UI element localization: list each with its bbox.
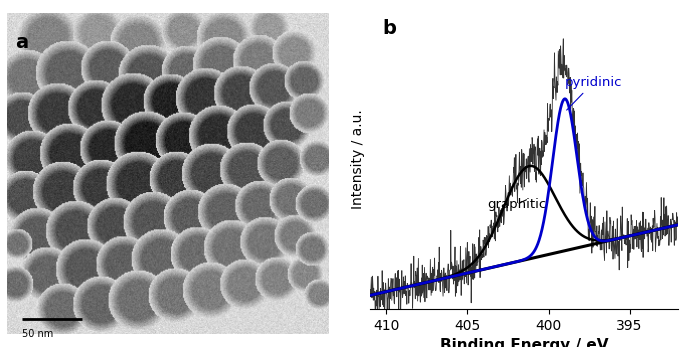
Text: graphitic: graphitic [487, 198, 546, 211]
X-axis label: Binding Energy / eV: Binding Energy / eV [440, 338, 608, 347]
Text: 50 nm: 50 nm [22, 329, 53, 339]
Text: b: b [383, 19, 397, 39]
Text: pyridinic: pyridinic [565, 76, 623, 110]
Y-axis label: Intensity / a.u.: Intensity / a.u. [351, 110, 365, 210]
Text: a: a [15, 33, 28, 52]
